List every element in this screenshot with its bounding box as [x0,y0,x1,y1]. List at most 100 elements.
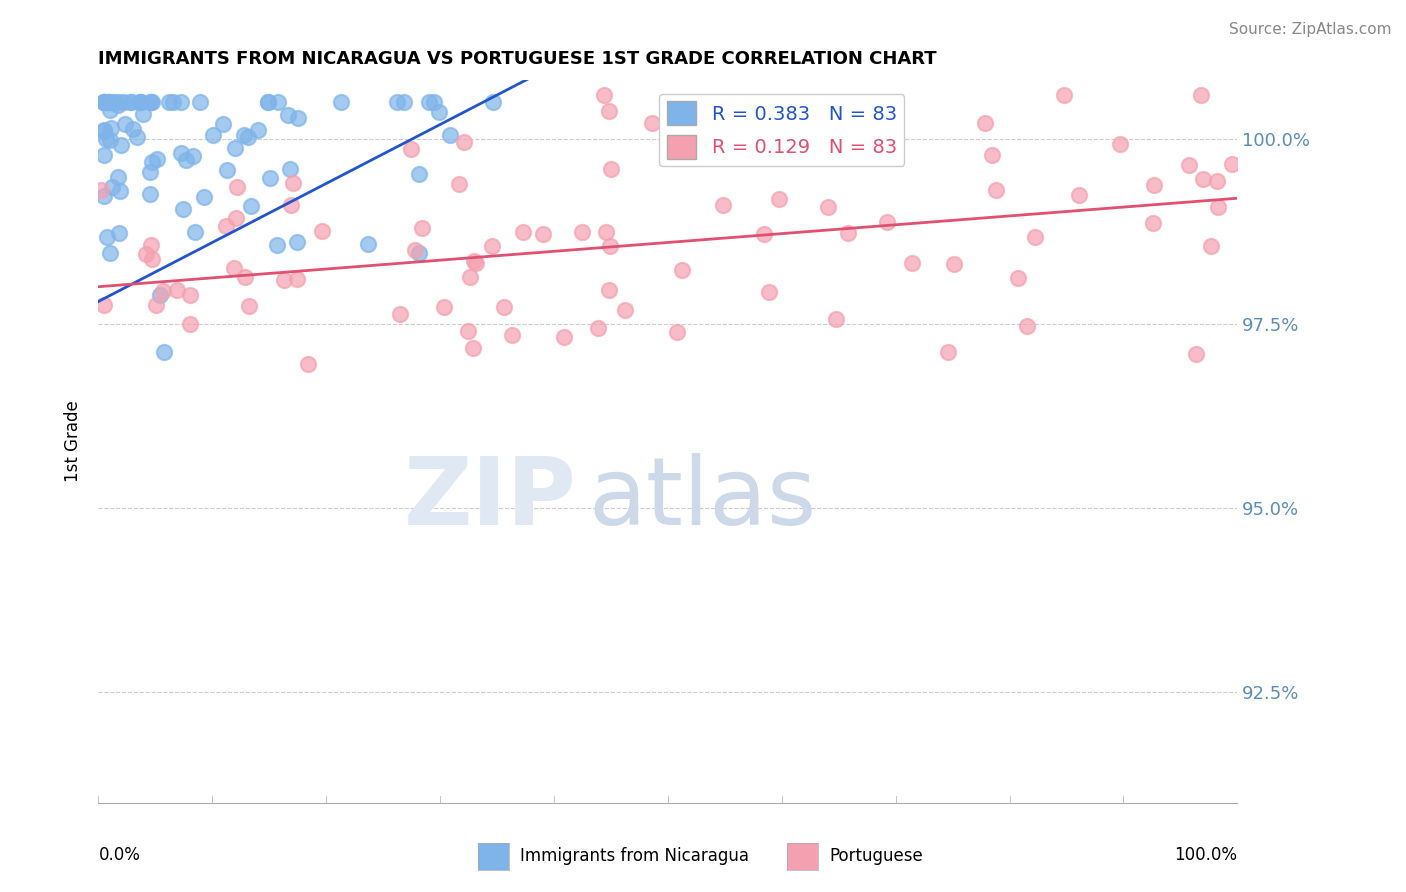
Point [101,180,124,194]
Point [120,95,142,110]
Point [1178,158,1201,172]
Point [595,225,617,239]
Point [1192,172,1215,186]
Point [411,221,433,235]
Point [600,162,623,177]
Point [1206,200,1229,214]
Point [1109,136,1132,151]
Point [1017,318,1039,333]
Point [108,184,131,198]
Point [166,283,188,297]
Point [257,95,280,110]
Point [876,215,898,229]
Legend: R = 0.383   N = 83, R = 0.129   N = 83: R = 0.383 N = 83, R = 0.129 N = 83 [659,94,904,166]
Point [423,95,446,110]
Point [98,133,121,147]
Text: IMMIGRANTS FROM NICARAGUA VS PORTUGUESE 1ST GRADE CORRELATION CHART: IMMIGRANTS FROM NICARAGUA VS PORTUGUESE … [98,50,936,68]
Text: atlas: atlas [588,453,817,545]
Point [146,153,169,167]
Point [93,147,115,161]
Point [90,183,112,197]
Point [157,95,180,110]
Point [145,298,167,312]
Point [96,229,118,244]
Point [399,142,422,156]
Point [107,98,129,112]
Point [162,95,184,110]
Point [512,225,534,239]
Point [104,95,127,110]
Point [120,95,142,110]
Point [100,121,122,136]
Point [139,165,162,179]
Point [93,95,115,110]
Point [599,239,621,253]
Point [94,132,117,146]
Point [311,224,333,238]
Point [135,247,157,261]
Text: Source: ZipAtlas.com: Source: ZipAtlas.com [1229,22,1392,37]
Point [277,108,299,122]
Point [267,95,290,110]
Point [1199,239,1222,253]
Point [181,149,204,163]
Point [97,95,120,110]
Point [108,226,131,240]
Point [193,190,215,204]
Point [98,95,121,110]
Point [232,128,254,142]
Point [170,95,193,110]
Point [711,197,734,211]
Point [139,95,162,110]
Point [458,270,481,285]
Point [273,273,295,287]
Point [457,324,479,338]
Y-axis label: 1st Grade: 1st Grade [65,401,83,483]
Point [225,211,247,226]
Point [900,256,922,270]
Point [665,325,688,339]
Point [481,95,503,110]
Point [128,95,150,110]
Point [1142,178,1164,192]
Point [285,235,308,250]
Point [936,345,959,359]
Point [501,327,523,342]
Point [385,95,408,110]
Point [138,95,160,110]
Point [153,345,176,359]
Point [553,330,575,344]
Point [329,95,352,110]
Text: Portuguese: Portuguese [830,847,924,865]
Point [1220,156,1243,170]
Point [598,283,620,297]
Point [184,226,207,240]
Point [1185,347,1208,361]
Point [492,300,515,314]
Point [453,135,475,149]
Point [93,124,115,138]
Point [93,95,115,110]
Point [837,226,859,240]
Point [132,107,155,121]
Point [141,238,163,252]
Point [188,95,211,110]
Text: 100.0%: 100.0% [1174,847,1237,864]
Text: Immigrants from Nicaragua: Immigrants from Nicaragua [520,847,749,865]
Point [139,186,162,201]
Point [114,117,136,131]
Point [408,246,430,260]
Point [108,95,131,110]
Point [169,146,191,161]
Point [974,116,997,130]
Point [297,357,319,371]
Point [287,111,309,125]
Point [179,317,201,331]
Point [986,183,1008,197]
Point [215,162,238,177]
Point [981,148,1004,162]
Point [93,188,115,202]
Point [122,122,145,136]
Point [1069,188,1091,202]
Point [107,169,129,184]
